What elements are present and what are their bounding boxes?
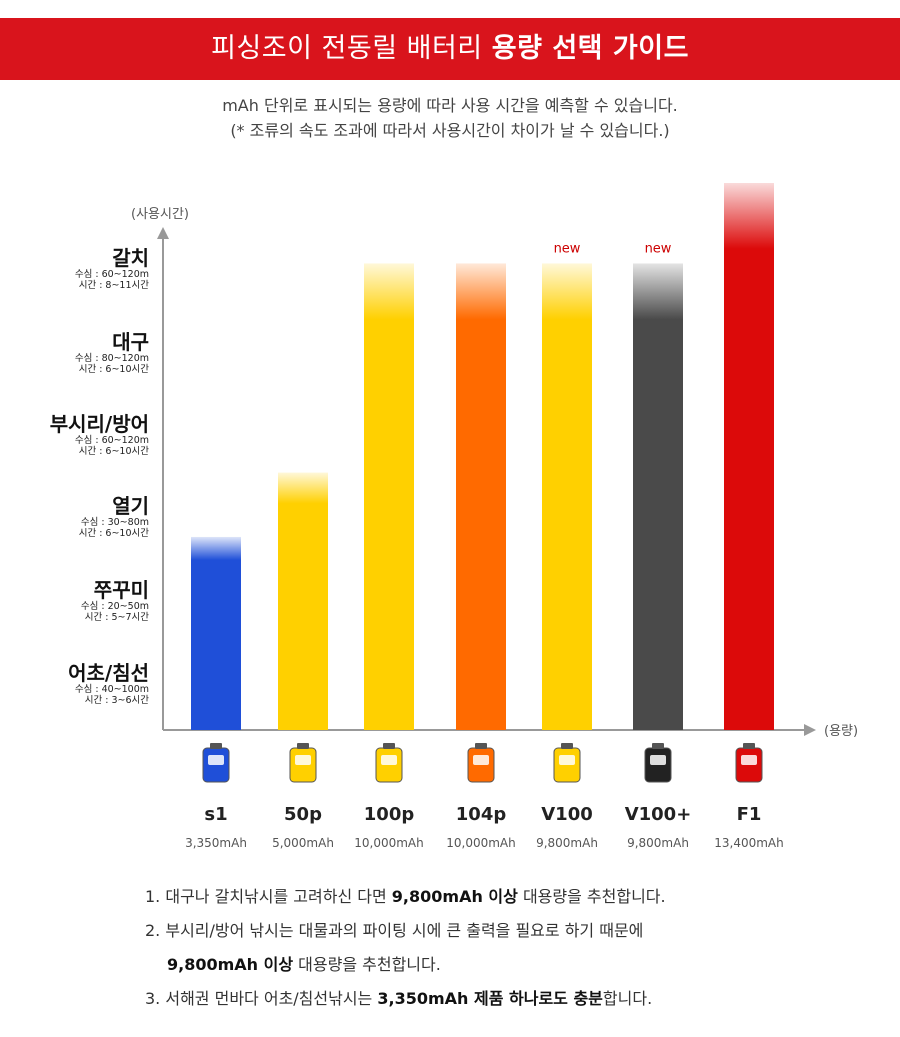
product-capacity: 10,000mAh <box>446 836 516 850</box>
product-capacity: 9,800mAh <box>536 836 598 850</box>
battery-terminal-icon <box>561 743 573 749</box>
banner-title-regular: 피싱조이 전동릴 배터리 <box>211 33 492 64</box>
battery-terminal-icon <box>652 743 664 749</box>
battery-terminal-icon <box>475 743 487 749</box>
note-3: 3. 서해권 먼바다 어초/침선낚시는 3,350mAh 제품 하나로도 충분합… <box>145 982 666 1016</box>
x-axis-label: (용량) <box>824 724 858 739</box>
bar-100p <box>364 263 414 730</box>
battery-display-icon <box>559 755 575 765</box>
note-1: 1. 대구나 갈치낚시를 고려하신 다면 9,800mAh 이상 대용량을 추천… <box>145 880 666 914</box>
battery-terminal-icon <box>383 743 395 749</box>
bar-s1 <box>191 536 241 730</box>
y-level-busiri: 부시리/방어 수심 : 60~120m 시간 : 6~10시간 <box>50 413 149 457</box>
product-name: 104p <box>456 804 507 825</box>
x-axis-arrow <box>804 724 816 736</box>
y-axis-label: (사용시간) <box>131 207 189 222</box>
y-level-depth: 수심 : 30~80m <box>80 517 149 528</box>
y-axis-arrow <box>157 227 169 239</box>
product-capacity: 10,000mAh <box>354 836 424 850</box>
product-capacity: 3,350mAh <box>185 836 247 850</box>
y-level-name: 대구 <box>112 330 149 354</box>
battery-display-icon <box>473 755 489 765</box>
note-3-text: 3. 서해권 먼바다 어초/침선낚시는 <box>145 989 378 1008</box>
product-name: F1 <box>737 804 762 825</box>
battery-terminal-icon <box>210 743 222 749</box>
product-capacity: 13,400mAh <box>714 836 784 850</box>
bar-50p <box>278 472 328 730</box>
note-1-end: 대용량을 추천합니다. <box>517 887 666 906</box>
y-level-depth: 수심 : 60~120m <box>74 269 149 280</box>
y-level-depth: 수심 : 40~100m <box>74 684 149 695</box>
title-banner: 피싱조이 전동릴 배터리 용량 선택 가이드 <box>0 18 900 80</box>
product-name: V100 <box>541 804 593 825</box>
y-level-eocho: 어초/침선 수심 : 40~100m 시간 : 3~6시간 <box>68 662 149 706</box>
bar-V100+ <box>633 263 683 730</box>
y-level-name: 어초/침선 <box>68 661 149 685</box>
product-name: V100+ <box>625 804 692 825</box>
y-level-depth: 수심 : 80~120m <box>74 353 149 364</box>
y-level-depth: 수심 : 20~50m <box>80 601 149 612</box>
new-badge: new <box>645 241 672 256</box>
y-level-galchi: 갈치 수심 : 60~120m 시간 : 8~11시간 <box>75 247 149 291</box>
y-level-depth: 수심 : 60~120m <box>74 435 149 446</box>
y-level-name: 갈치 <box>112 246 149 270</box>
battery-bar-chart: (사용시간) (용량) s1 3,350mAh 50p 5,000mAh 100p 10,00… <box>131 183 858 850</box>
bar-F1 <box>724 183 774 730</box>
note-2-continued: 9,800mAh 이상 대용량을 추천합니다. <box>145 948 666 982</box>
product-name: 100p <box>364 804 415 825</box>
product-name: s1 <box>204 804 227 825</box>
product-capacity: 9,800mAh <box>627 836 689 850</box>
battery-display-icon <box>381 755 397 765</box>
bar-104p <box>456 263 506 730</box>
y-level-daegu: 대구 수심 : 80~120m 시간 : 6~10시간 <box>75 331 149 375</box>
note-3-end: 합니다. <box>602 989 653 1008</box>
battery-display-icon <box>741 755 757 765</box>
y-level-time: 시간 : 3~6시간 <box>84 695 149 706</box>
note-1-text: 1. 대구나 갈치낚시를 고려하신 다면 <box>145 887 392 906</box>
y-level-name: 부시리/방어 <box>49 412 149 436</box>
y-level-time: 시간 : 6~10시간 <box>78 364 149 375</box>
note-2-end: 대용량을 추천합니다. <box>293 955 441 974</box>
y-level-time: 시간 : 5~7시간 <box>84 612 149 623</box>
recommendation-notes: 1. 대구나 갈치낚시를 고려하신 다면 9,800mAh 이상 대용량을 추천… <box>145 880 666 1016</box>
y-level-time: 시간 : 6~10시간 <box>78 528 149 539</box>
subtitle-line-1: mAh 단위로 표시되는 용량에 따라 사용 시간을 예측할 수 있습니다. <box>222 96 678 115</box>
subtitle-line-2: (* 조류의 속도 조과에 따라서 사용시간이 차이가 날 수 있습니다.) <box>230 121 670 140</box>
battery-display-icon <box>650 755 666 765</box>
y-level-name: 쭈꾸미 <box>93 578 149 602</box>
y-level-time: 시간 : 6~10시간 <box>78 446 149 457</box>
product-name: 50p <box>284 804 322 825</box>
banner-title-bold: 용량 선택 가이드 <box>491 33 689 64</box>
battery-display-icon <box>295 755 311 765</box>
note-3-emphasis: 3,350mAh 제품 하나로도 충분 <box>377 989 603 1008</box>
note-1-emphasis: 9,800mAh 이상 <box>391 887 518 906</box>
y-level-time: 시간 : 8~11시간 <box>78 280 149 291</box>
note-2: 2. 부시리/방어 낚시는 대물과의 파이팅 시에 큰 출력을 필요로 하기 때… <box>145 914 666 948</box>
y-level-yeolgi: 열기 수심 : 30~80m 시간 : 6~10시간 <box>79 495 149 539</box>
note-2-emphasis: 9,800mAh 이상 <box>167 955 294 974</box>
battery-terminal-icon <box>743 743 755 749</box>
battery-terminal-icon <box>297 743 309 749</box>
y-level-jjukkumi: 쭈꾸미 수심 : 20~50m 시간 : 5~7시간 <box>81 579 149 623</box>
bar-V100 <box>542 263 592 730</box>
note-2-text: 2. 부시리/방어 낚시는 대물과의 파이팅 시에 큰 출력을 필요로 하기 때… <box>145 921 644 940</box>
y-level-name: 열기 <box>112 494 149 518</box>
battery-display-icon <box>208 755 224 765</box>
product-capacity: 5,000mAh <box>272 836 334 850</box>
new-badge: new <box>554 241 581 256</box>
